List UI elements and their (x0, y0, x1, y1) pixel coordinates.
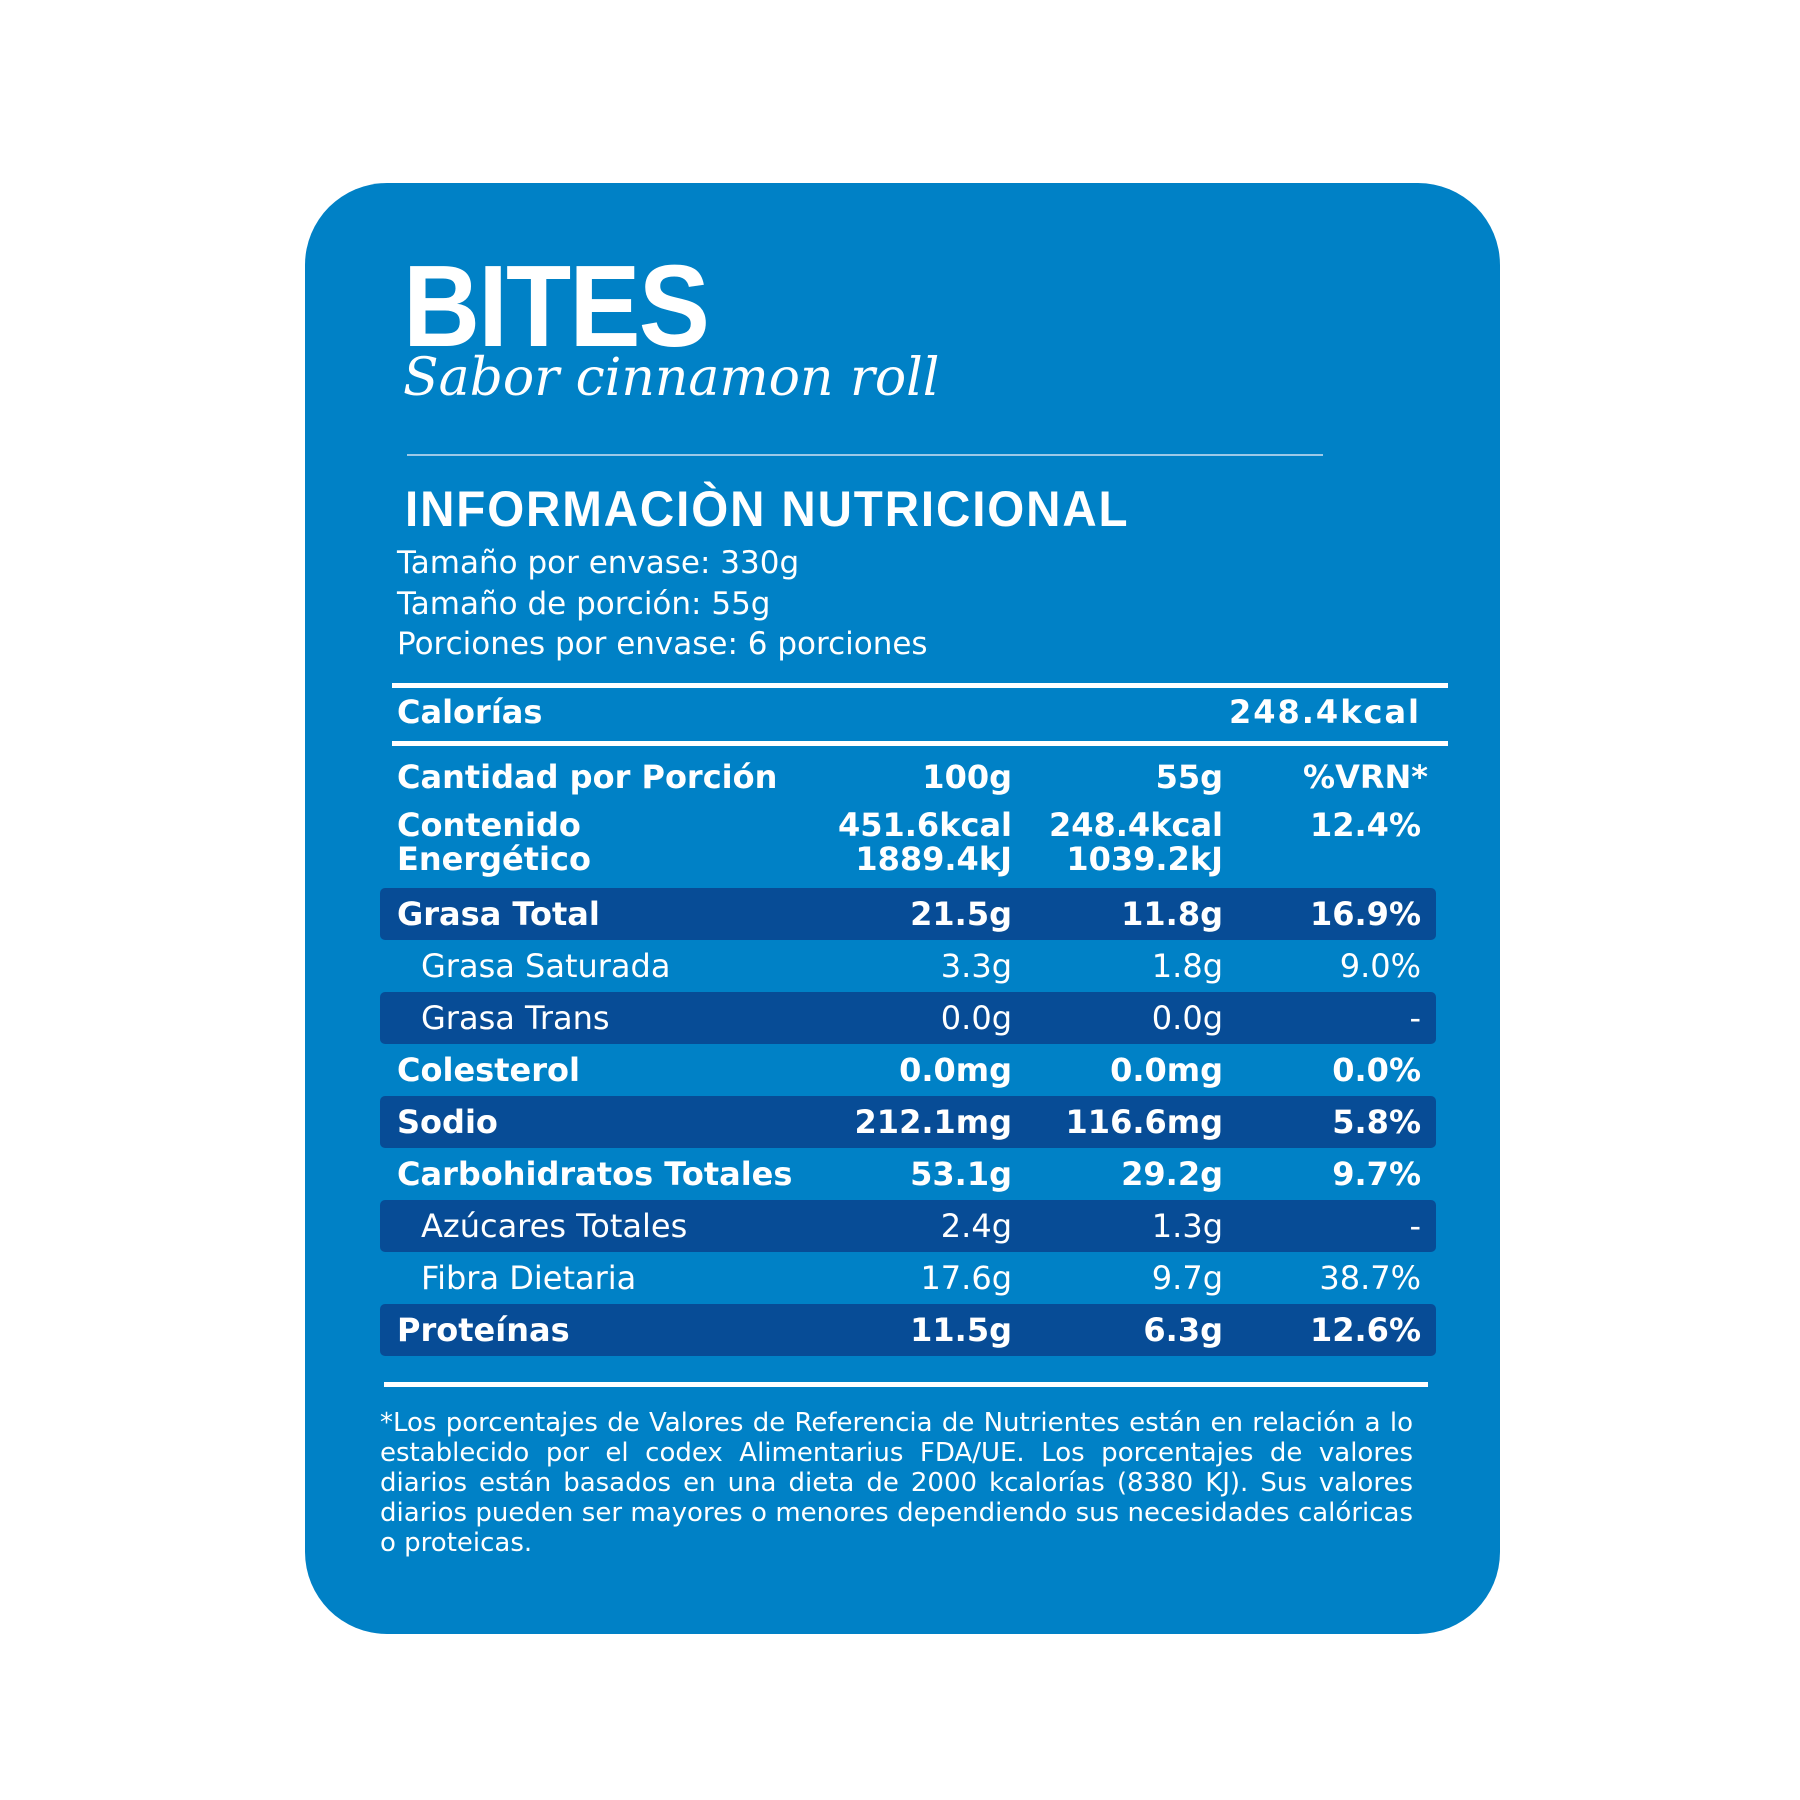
value-100g: 3.3g (940, 947, 1012, 985)
value-portion: 29.2g (1121, 1155, 1223, 1193)
value-100g: 11.5g (910, 1311, 1012, 1349)
nutrient-label: Colesterol (397, 1051, 580, 1089)
value-portion: 1.3g (1151, 1207, 1223, 1245)
nutrient-row: Grasa Trans 0.0g 0.0g - (380, 992, 1436, 1044)
value-vrn: - (1409, 1207, 1421, 1245)
nutrient-row: Grasa Saturada 3.3g 1.8g 9.0% (380, 940, 1436, 992)
energy-portion-kj: 1039.2kJ (1066, 840, 1223, 878)
nutrient-row: Sodio 212.1mg 116.6mg 5.8% (380, 1096, 1436, 1148)
nutrient-row: Proteínas 11.5g 6.3g 12.6% (380, 1304, 1436, 1356)
value-portion: 116.6mg (1065, 1103, 1223, 1141)
value-vrn: 16.9% (1309, 895, 1421, 933)
nutrient-label: Grasa Saturada (421, 947, 671, 985)
value-vrn: - (1409, 999, 1421, 1037)
value-100g: 17.6g (920, 1259, 1012, 1297)
header-vrn: %VRN* (1303, 758, 1428, 796)
energy-100g-kj: 1889.4kJ (855, 840, 1012, 878)
value-100g: 21.5g (910, 895, 1012, 933)
nutrient-label: Carbohidratos Totales (397, 1155, 793, 1193)
value-100g: 0.0mg (899, 1051, 1012, 1089)
serving-size: Tamaño de porción: 55g (397, 586, 771, 622)
nutrient-label: Proteínas (397, 1311, 570, 1349)
nutrient-row: Azúcares Totales 2.4g 1.3g - (380, 1200, 1436, 1252)
nutrient-label: Grasa Total (397, 895, 600, 933)
flavor-subtitle: Sabor cinnamon roll (403, 348, 940, 408)
nutrient-row: Carbohidratos Totales 53.1g 29.2g 9.7% (380, 1148, 1436, 1200)
nutrient-row: Grasa Total 21.5g 11.8g 16.9% (380, 888, 1436, 940)
calories-row: Calorías 248.4kcal (380, 686, 1436, 738)
value-portion: 1.8g (1151, 947, 1223, 985)
header-row: Cantidad por Porción 100g 55g %VRN* (380, 751, 1436, 803)
value-portion: 0.0mg (1110, 1051, 1223, 1089)
nutrient-label: Grasa Trans (421, 999, 610, 1037)
value-100g: 2.4g (940, 1207, 1012, 1245)
value-vrn: 0.0% (1332, 1051, 1421, 1089)
energy-label-1: Contenido (397, 806, 581, 844)
value-vrn: 9.7% (1332, 1155, 1421, 1193)
rule-top (392, 683, 1448, 688)
value-portion: 9.7g (1151, 1259, 1223, 1297)
value-portion: 6.3g (1143, 1311, 1223, 1349)
calories-label: Calorías (397, 693, 543, 731)
header-100g: 100g (922, 758, 1012, 796)
value-portion: 11.8g (1121, 895, 1223, 933)
value-100g: 53.1g (910, 1155, 1012, 1193)
nutrient-label: Fibra Dietaria (421, 1259, 637, 1297)
nutrient-row: Fibra Dietaria 17.6g 9.7g 38.7% (380, 1252, 1436, 1304)
nutrient-label: Azúcares Totales (421, 1207, 688, 1245)
section-heading: INFORMACIÒN NUTRICIONAL (405, 481, 1130, 537)
energy-portion-kcal: 248.4kcal (1048, 806, 1223, 844)
serving-container-size: Tamaño por envase: 330g (397, 545, 800, 581)
value-100g: 0.0g (940, 999, 1012, 1037)
nutrient-row: Colesterol 0.0mg 0.0mg 0.0% (380, 1044, 1436, 1096)
value-vrn: 38.7% (1319, 1259, 1421, 1297)
divider (407, 454, 1323, 456)
servings-per-container: Porciones por envase: 6 porciones (397, 626, 928, 662)
energy-100g-kcal: 451.6kcal (837, 806, 1012, 844)
brand-logo: BITES (403, 241, 710, 371)
nutrient-label: Sodio (397, 1103, 498, 1141)
calories-value: 248.4kcal (1228, 693, 1421, 731)
value-vrn: 9.0% (1339, 947, 1421, 985)
footnote: *Los porcentajes de Valores de Referenci… (380, 1408, 1413, 1558)
header-label: Cantidad por Porción (397, 758, 778, 796)
energy-vrn: 12.4% (1309, 806, 1421, 844)
header-portion: 55g (1155, 758, 1223, 796)
value-100g: 212.1mg (854, 1103, 1012, 1141)
energy-label-2: Energético (397, 840, 591, 878)
value-portion: 0.0g (1151, 999, 1223, 1037)
rule-calories (392, 741, 1448, 746)
value-vrn: 12.6% (1309, 1311, 1421, 1349)
value-vrn: 5.8% (1332, 1103, 1421, 1141)
rule-bottom (384, 1382, 1428, 1387)
energy-row: Contenido Energético 451.6kcal 1889.4kJ … (380, 805, 1436, 878)
